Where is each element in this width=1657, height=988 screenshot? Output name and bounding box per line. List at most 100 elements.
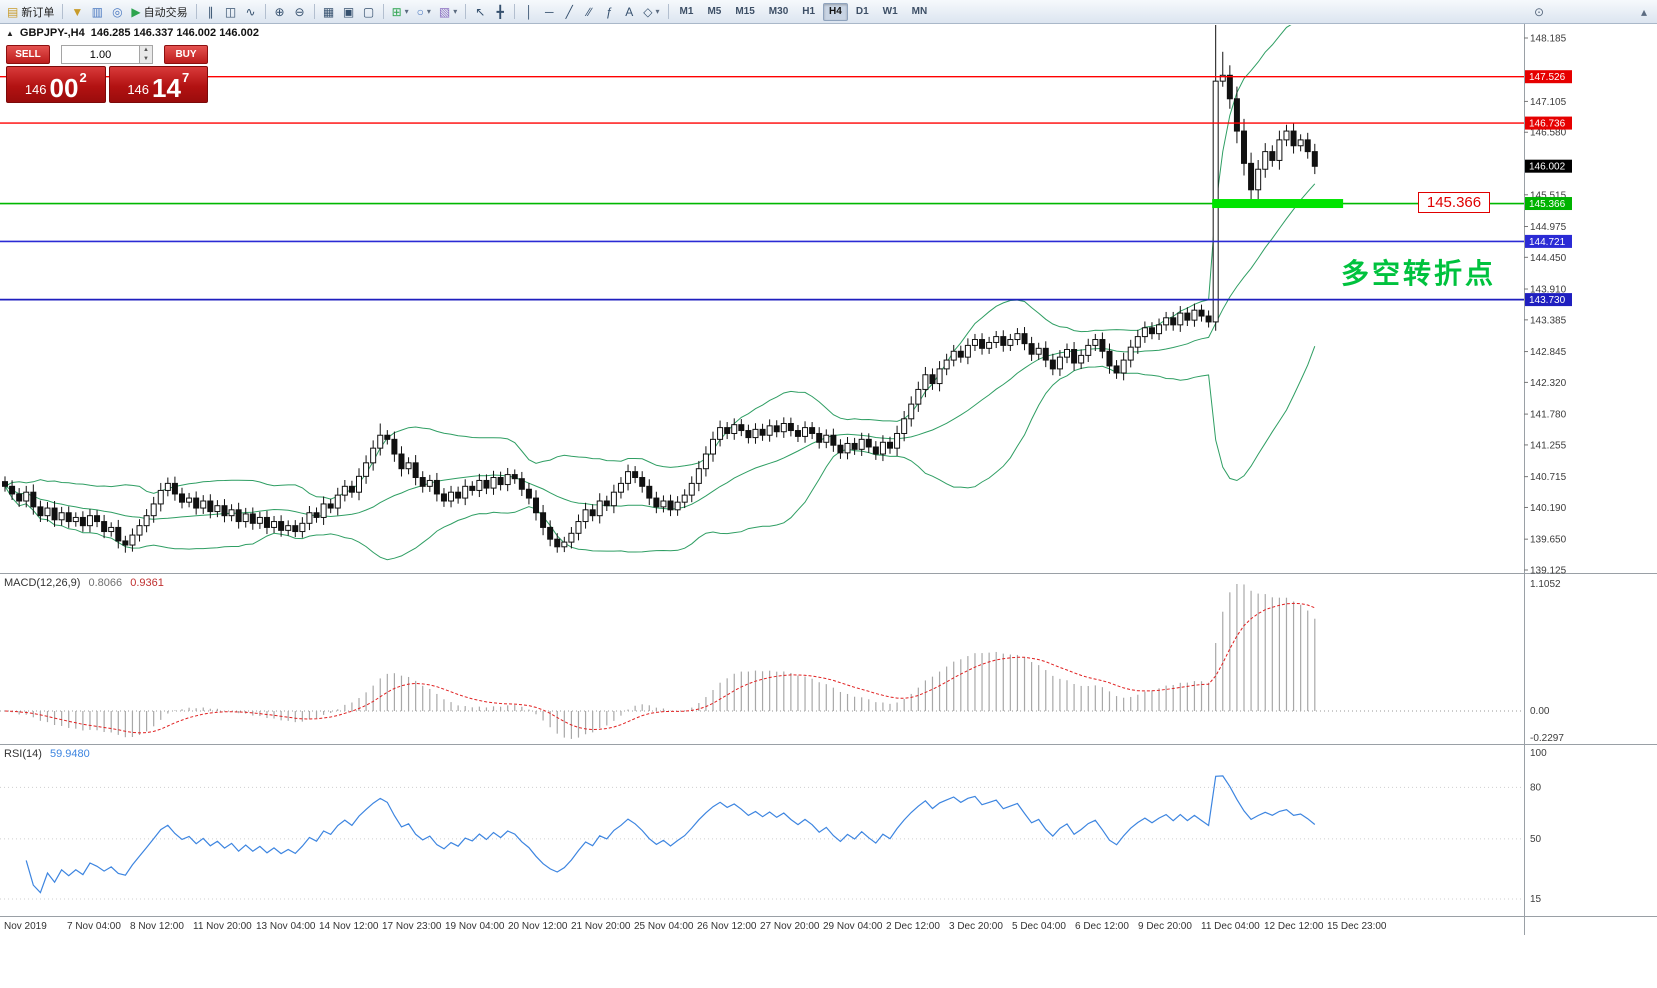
toolbar-separator xyxy=(62,4,64,19)
buy-price-sup: 7 xyxy=(181,70,190,85)
text-label-button[interactable]: A xyxy=(619,2,639,22)
trendline-icon: ╱ xyxy=(565,4,573,19)
price-tick-label: 144.975 xyxy=(1530,222,1567,233)
timeframe-m30-button[interactable]: M30 xyxy=(768,6,789,17)
arrows-dropdown-icon[interactable]: ▾ xyxy=(655,7,660,16)
toolbar-separator xyxy=(264,4,266,19)
price-marker-146.736-text: 146.736 xyxy=(1529,119,1566,130)
auto-trading-button[interactable]: ▶ 自动交易 xyxy=(127,2,191,22)
timeframe-h4-button[interactable]: H4 xyxy=(823,2,848,21)
time-tick-label: 6 Dec 12:00 xyxy=(1075,921,1129,932)
bollinger-middle-band xyxy=(4,183,1316,520)
turning-point-annotation[interactable]: 多空转折点 xyxy=(1341,258,1497,289)
quote-bar: ▲ GBPJPY-,H4 146.285 146.337 146.002 146… xyxy=(6,27,259,39)
search-icon: ⊙ xyxy=(1533,4,1545,19)
price-tick-label: 141.780 xyxy=(1530,410,1567,421)
data-window-icon: ▥ xyxy=(91,4,104,19)
periods-button[interactable]: ○ ▾ xyxy=(413,2,435,22)
macd-signal-value: 0.9361 xyxy=(130,577,164,589)
toolbar-separator xyxy=(514,4,516,19)
line-chart-button[interactable]: ∿ xyxy=(241,2,261,22)
macd-axis-label: -0.2297 xyxy=(1530,733,1564,744)
trendline-button[interactable]: ╱ xyxy=(559,2,579,22)
new-order-icon: ▤ xyxy=(7,4,19,19)
buy-price-main: 14 xyxy=(152,72,181,103)
auto-arrange-button[interactable]: ▣ xyxy=(339,2,359,22)
price-marker-143.730 xyxy=(1525,293,1572,307)
macd-name: MACD(12,26,9) xyxy=(4,577,81,589)
time-tick-label: 14 Nov 12:00 xyxy=(319,921,379,932)
timeframe-m15-button[interactable]: M15 xyxy=(735,6,755,17)
lot-decrease-icon[interactable]: ▼ xyxy=(140,54,152,63)
cursor-icon: ↖ xyxy=(475,4,486,19)
timeframe-mn-button[interactable]: MN xyxy=(911,6,928,17)
price-marker-143.730-text: 143.730 xyxy=(1529,295,1566,306)
level-price-callout[interactable]: 145.366 xyxy=(1418,192,1490,213)
price-tick-label: 145.515 xyxy=(1530,190,1567,201)
timeframe-m5-button[interactable]: M5 xyxy=(707,6,722,17)
buy-button[interactable]: BUY xyxy=(164,45,208,64)
timeframe-group: M1 M5 M15 M30 H1 H4 D1 W1 MN xyxy=(673,0,935,23)
bar-chart-button[interactable]: ∥ xyxy=(201,2,221,22)
price-chart-layer[interactable] xyxy=(0,17,1524,561)
highlight-zone[interactable] xyxy=(1212,199,1344,209)
sell-price-main: 00 xyxy=(49,72,79,103)
periods-dropdown-icon[interactable]: ▾ xyxy=(426,7,431,16)
time-tick-label: 3 Dec 20:00 xyxy=(949,921,1003,932)
auto-trading-label: 自动交易 xyxy=(143,6,188,19)
sell-price-sup: 2 xyxy=(79,70,87,85)
search-button[interactable]: ⊙ xyxy=(1529,2,1549,22)
panel-collapse-button[interactable]: ▴ xyxy=(1634,2,1654,22)
channel-icon: ∕∕ xyxy=(587,4,592,19)
timeframe-m1-button[interactable]: M1 xyxy=(679,6,694,17)
templates-icon: ▧ xyxy=(438,4,451,19)
new-chart-button[interactable]: ⊞ ▾ xyxy=(388,2,413,22)
lot-size-input[interactable] xyxy=(62,46,139,63)
trade-panel-top-row: SELL ▲ ▼ BUY xyxy=(6,45,208,64)
buy-price-tile[interactable]: 146 14 7 xyxy=(108,66,208,103)
data-window-button[interactable]: ▥ xyxy=(87,2,107,22)
macd-axis-label: 0.00 xyxy=(1530,706,1550,717)
time-axis[interactable]: Nov 2019 7 Nov 04:00 8 Nov 12:00 11 Nov 20:… xyxy=(4,921,1387,932)
zoom-in-button[interactable]: ⊕ xyxy=(270,2,290,22)
time-tick-label: 11 Dec 04:00 xyxy=(1201,921,1260,932)
market-watch-button[interactable]: ▼ xyxy=(67,2,87,22)
channel-button[interactable]: ∕∕ xyxy=(579,2,599,22)
market-watch-icon: ▼ xyxy=(71,4,84,19)
vertical-line-button[interactable]: │ xyxy=(519,2,539,22)
zoom-in-icon: ⊕ xyxy=(274,4,285,19)
crosshair-button[interactable]: ╋ xyxy=(490,2,510,22)
buy-price-prefix: 146 xyxy=(127,81,150,97)
candlestick-chart-button[interactable]: ◫ xyxy=(221,2,241,22)
sell-price-tile[interactable]: 146 00 2 xyxy=(6,66,106,103)
timeframe-w1-button[interactable]: W1 xyxy=(882,6,898,17)
sell-button[interactable]: SELL xyxy=(6,45,50,64)
arrows-button[interactable]: ◇ ▾ xyxy=(639,2,663,22)
lot-increase-icon[interactable]: ▲ xyxy=(140,46,152,55)
navigator-button[interactable]: ◎ xyxy=(107,2,127,22)
rsi-indicator-label: RSI(14) 59.9480 xyxy=(4,748,90,760)
time-tick-label: 12 Dec 12:00 xyxy=(1264,921,1324,932)
templates-button[interactable]: ▧ ▾ xyxy=(435,2,461,22)
fibonacci-button[interactable]: ƒ xyxy=(599,2,619,22)
time-tick-label: 9 Dec 20:00 xyxy=(1138,921,1192,932)
new-order-label: 新订单 xyxy=(21,6,55,19)
zoom-out-button[interactable]: ⊖ xyxy=(290,2,310,22)
timeframe-h1-button[interactable]: H1 xyxy=(802,6,816,17)
new-order-button[interactable]: ▤ 新订单 xyxy=(3,2,58,22)
templates-dropdown-icon[interactable]: ▾ xyxy=(453,7,458,16)
horizontal-line-button[interactable]: ─ xyxy=(539,2,559,22)
tile-windows-button[interactable]: ▦ xyxy=(319,2,339,22)
cursor-button[interactable]: ↖ xyxy=(470,2,490,22)
price-marker-145.366 xyxy=(1525,197,1572,211)
new-chart-icon: ⊞ xyxy=(391,4,402,19)
cascade-button[interactable]: ▢ xyxy=(359,2,379,22)
collapse-trade-panel-icon[interactable]: ▲ xyxy=(6,28,14,38)
timeframe-d1-button[interactable]: D1 xyxy=(855,6,869,17)
time-tick-label: 5 Dec 04:00 xyxy=(1012,921,1066,932)
time-tick-label: 29 Nov 04:00 xyxy=(823,921,883,932)
toolbar-separator xyxy=(667,4,669,19)
new-chart-dropdown-icon[interactable]: ▾ xyxy=(404,7,409,16)
price-axis[interactable]: 148.185 147.105 146.580 145.515 144.975 144.4… xyxy=(1524,34,1572,577)
